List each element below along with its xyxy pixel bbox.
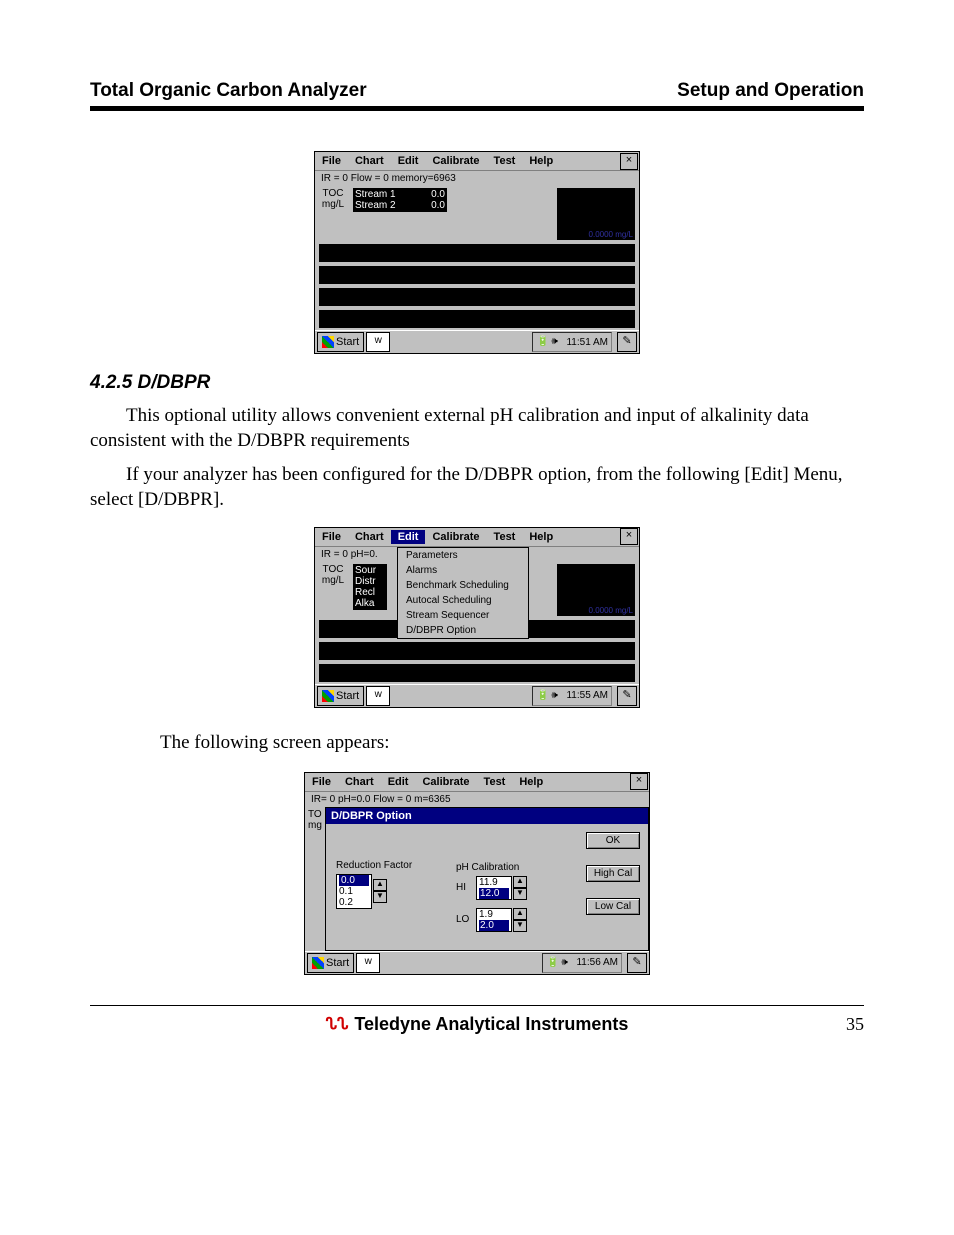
menu-parameters[interactable]: Parameters: [398, 548, 528, 563]
spin-up-icon[interactable]: ▲: [373, 879, 387, 891]
left-stub: TO mg: [305, 807, 325, 951]
menu-test[interactable]: Test: [487, 154, 523, 168]
screenshot-3: File Chart Edit Calibrate Test Help × IR…: [304, 772, 650, 975]
menu-chart[interactable]: Chart: [348, 530, 391, 544]
menu-help[interactable]: Help: [522, 530, 560, 544]
tray-icon-1: 🔋: [536, 336, 548, 348]
menu-test[interactable]: Test: [487, 530, 523, 544]
menu-help[interactable]: Help: [522, 154, 560, 168]
lo-label: LO: [456, 914, 472, 925]
lo-spin[interactable]: 1.9 2.0 ▲▼: [476, 908, 527, 932]
reduction-factor-spin[interactable]: 0.0 0.1 0.2 ▲▼: [336, 874, 387, 909]
task-button[interactable]: w: [356, 953, 380, 973]
spin-down-icon[interactable]: ▼: [373, 891, 387, 903]
menu-file[interactable]: File: [305, 775, 338, 789]
header-right: Setup and Operation: [677, 80, 864, 102]
tray-time: 11:55 AM: [566, 690, 608, 701]
taskbar: Start w 🔋 🕪 11:51 AM ✎: [315, 330, 639, 353]
ok-button[interactable]: OK: [586, 832, 640, 849]
menu-edit[interactable]: Edit: [381, 775, 416, 789]
menu-help[interactable]: Help: [512, 775, 550, 789]
menu-edit[interactable]: Edit: [391, 530, 426, 544]
tray-icon-1: 🔋: [536, 690, 548, 702]
status-line: IR= 0 pH=0.0 Flow = 0 m=6365: [305, 792, 649, 807]
task-button[interactable]: w: [366, 332, 390, 352]
low-cal-button[interactable]: Low Cal: [586, 898, 640, 915]
tray: 🔋 🕪 11:55 AM: [532, 686, 612, 706]
toc-label: TOC mg/L: [319, 188, 347, 210]
para-2: If your analyzer has been configured for…: [90, 463, 864, 512]
tray: 🔋 🕪 11:51 AM: [532, 332, 612, 352]
task-button[interactable]: w: [366, 686, 390, 706]
tray-icon-2: 🕪: [561, 957, 573, 969]
page-number: 35: [824, 1014, 864, 1035]
toc-label: TOC mg/L: [319, 564, 347, 586]
start-button[interactable]: Start: [307, 953, 354, 973]
menu-autocal[interactable]: Autocal Scheduling: [398, 593, 528, 608]
menu-chart[interactable]: Chart: [338, 775, 381, 789]
note-icon[interactable]: ✎: [617, 332, 637, 352]
taskbar: Start w 🔋 🕪 11:55 AM ✎: [315, 684, 639, 707]
stream-table: Stream 10.0 Stream 20.0: [353, 188, 447, 212]
tray-time: 11:51 AM: [566, 337, 608, 348]
screenshot-1: File Chart Edit Calibrate Test Help × IR…: [314, 151, 640, 354]
menu-calibrate[interactable]: Calibrate: [425, 154, 486, 168]
menu-file[interactable]: File: [315, 154, 348, 168]
spin-up-icon[interactable]: ▲: [513, 876, 527, 888]
note-icon[interactable]: ✎: [627, 953, 647, 973]
footer-rule: [90, 1005, 864, 1006]
tray-time: 11:56 AM: [576, 957, 618, 968]
spin-up-icon[interactable]: ▲: [513, 908, 527, 920]
windows-icon: [312, 957, 324, 969]
side-panel: 0.0000 mg/L: [557, 564, 635, 616]
menu-alarms[interactable]: Alarms: [398, 563, 528, 578]
windows-icon: [322, 336, 334, 348]
section-title: 4.2.5 D/DBPR: [90, 372, 864, 394]
menu-stream-seq[interactable]: Stream Sequencer: [398, 608, 528, 623]
dialog-title: D/DBPR Option: [326, 808, 648, 824]
tray-icon-2: 🕪: [551, 690, 563, 702]
close-icon[interactable]: ×: [620, 528, 638, 545]
teledyne-logo-icon: ᔐᔐ: [326, 1014, 349, 1034]
hi-label: HI: [456, 882, 472, 893]
hi-spin[interactable]: 11.9 12.0 ▲▼: [476, 876, 527, 900]
status-line: IR = 0 Flow = 0 memory=6963: [315, 171, 639, 186]
menubar: File Chart Edit Calibrate Test Help ×: [315, 152, 639, 171]
menu-edit[interactable]: Edit: [391, 154, 426, 168]
start-button[interactable]: Start: [317, 686, 364, 706]
close-icon[interactable]: ×: [630, 773, 648, 790]
menu-ddbpr[interactable]: D/DBPR Option: [398, 623, 528, 638]
edit-dropdown: Parameters Alarms Benchmark Scheduling A…: [397, 547, 529, 639]
menu-chart[interactable]: Chart: [348, 154, 391, 168]
header-left: Total Organic Carbon Analyzer: [90, 80, 367, 102]
para-3: The following screen appears:: [160, 732, 864, 754]
header-rule: [90, 106, 864, 111]
note-icon[interactable]: ✎: [617, 686, 637, 706]
menu-file[interactable]: File: [315, 530, 348, 544]
dialog-body: OK High Cal Low Cal Reduction Factor 0.0…: [326, 824, 648, 950]
spin-down-icon[interactable]: ▼: [513, 920, 527, 932]
menu-calibrate[interactable]: Calibrate: [425, 530, 486, 544]
tray-icon-2: 🕪: [551, 336, 563, 348]
menubar: File Chart Edit Calibrate Test Help ×: [315, 528, 639, 547]
menu-calibrate[interactable]: Calibrate: [415, 775, 476, 789]
footer-company: Teledyne Analytical Instruments: [354, 1014, 628, 1035]
menu-test[interactable]: Test: [477, 775, 513, 789]
high-cal-button[interactable]: High Cal: [586, 865, 640, 882]
screenshot-2: File Chart Edit Calibrate Test Help × IR…: [314, 527, 640, 708]
para-1: This optional utility allows convenient …: [90, 404, 864, 453]
stream-truncated: Sour Distr Recl Alka: [353, 564, 387, 610]
close-icon[interactable]: ×: [620, 153, 638, 170]
ph-calibration-label: pH Calibration: [456, 862, 527, 873]
windows-icon: [322, 690, 334, 702]
side-panel: 0.0000 mg/L: [557, 188, 635, 240]
start-button[interactable]: Start: [317, 332, 364, 352]
taskbar: Start w 🔋 🕪 11:56 AM ✎: [305, 951, 649, 974]
menu-benchmark[interactable]: Benchmark Scheduling: [398, 578, 528, 593]
tray-icon-1: 🔋: [546, 957, 558, 969]
spin-down-icon[interactable]: ▼: [513, 888, 527, 900]
menubar: File Chart Edit Calibrate Test Help ×: [305, 773, 649, 792]
chart-lanes: [319, 244, 635, 328]
tray: 🔋 🕪 11:56 AM: [542, 953, 622, 973]
